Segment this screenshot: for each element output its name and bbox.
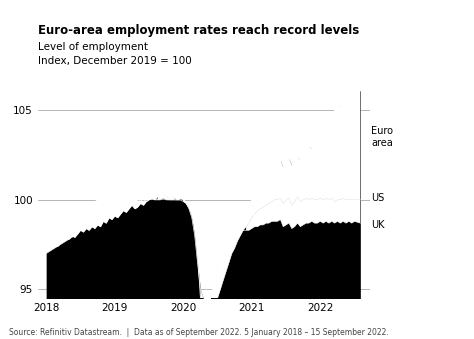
- Text: Level of employment: Level of employment: [38, 42, 148, 52]
- Text: Index, December 2019 = 100: Index, December 2019 = 100: [38, 56, 191, 66]
- Text: Euro-area employment rates reach record levels: Euro-area employment rates reach record …: [38, 23, 359, 37]
- Text: US: US: [371, 193, 384, 203]
- Text: Euro
area: Euro area: [371, 126, 393, 148]
- Text: Source: Refinitiv Datastream.  |  Data as of September 2022. 5 January 2018 – 15: Source: Refinitiv Datastream. | Data as …: [9, 328, 389, 337]
- Text: UK: UK: [371, 220, 384, 230]
